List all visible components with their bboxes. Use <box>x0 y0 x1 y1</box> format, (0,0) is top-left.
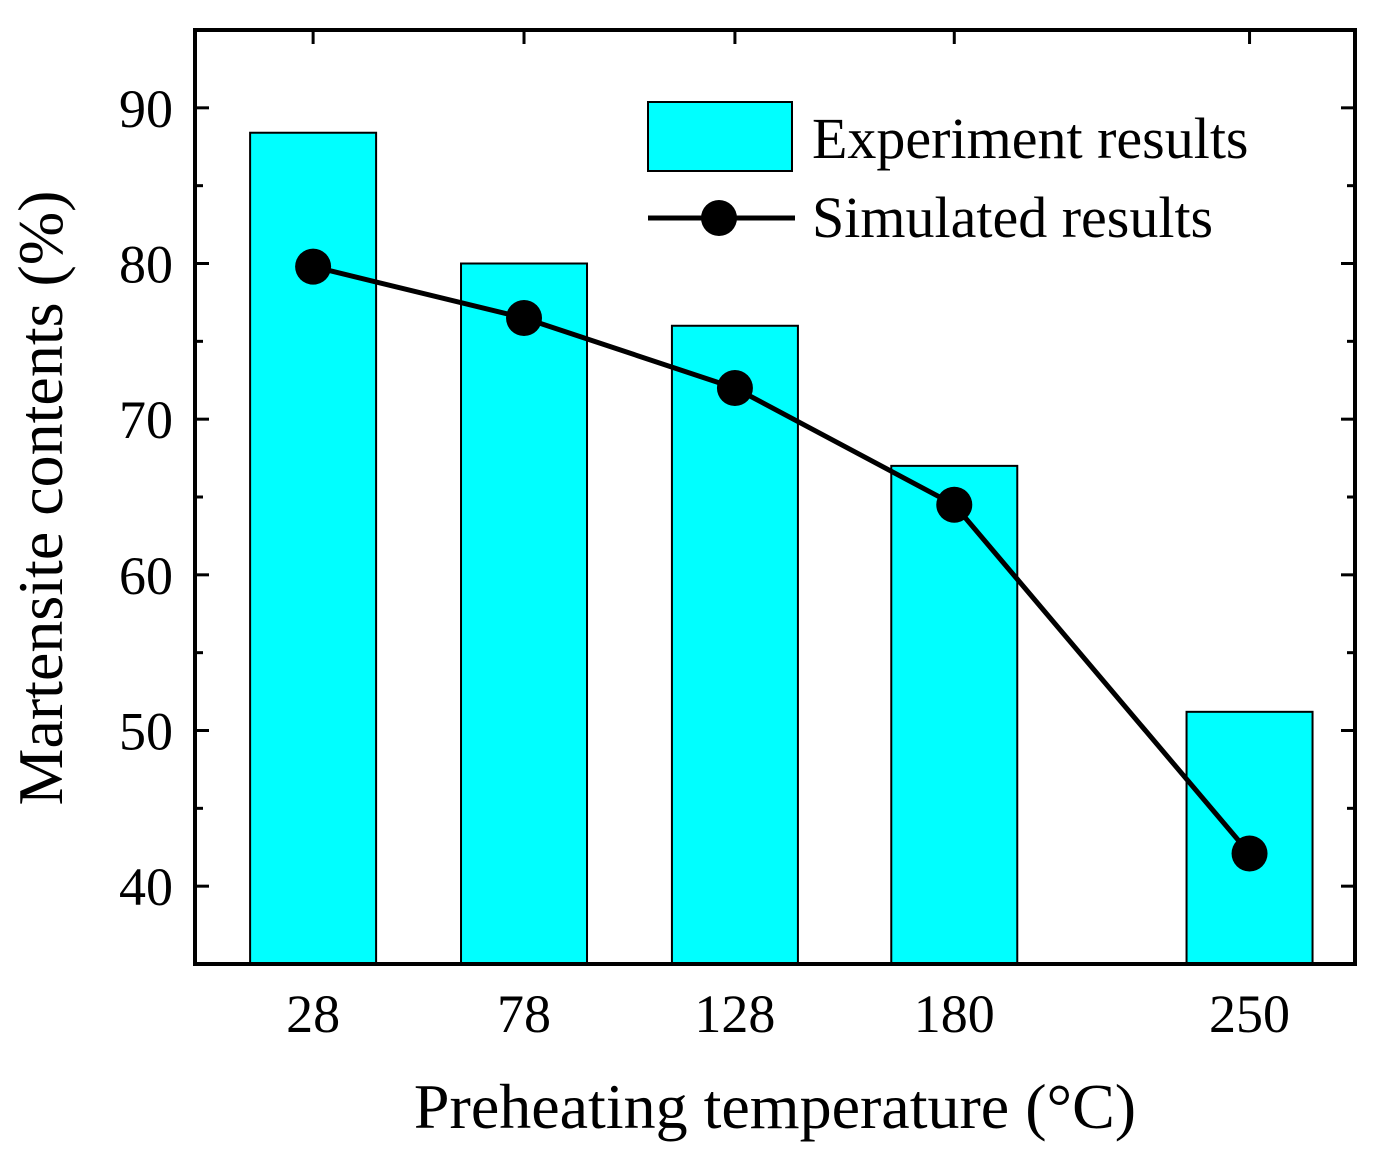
bar-layer <box>249 131 1314 966</box>
point-simulated-180 <box>936 486 973 523</box>
line-layer <box>295 248 1268 872</box>
legend-line-marker <box>701 200 737 236</box>
point-simulated-128 <box>716 370 753 407</box>
x-tick-label-78: 78 <box>497 984 551 1044</box>
x-tick-label-180: 180 <box>914 984 995 1044</box>
x-axis-title: Preheating temperature (°C) <box>414 1071 1136 1142</box>
y-tick-label-90: 90 <box>119 79 173 139</box>
point-simulated-28 <box>295 248 332 285</box>
x-tick-label-128: 128 <box>694 984 775 1044</box>
legend: Experiment results Simulated results <box>647 101 1249 250</box>
x-tick-label-250: 250 <box>1209 984 1290 1044</box>
x-tick-label-28: 28 <box>286 984 340 1044</box>
legend-label-simulated: Simulated results <box>812 185 1213 250</box>
y-axis-title: Martensite contents (%) <box>5 191 76 806</box>
bar-experiment-180 <box>890 464 1019 965</box>
y-tick-label-70: 70 <box>119 390 173 450</box>
y-tick-label-80: 80 <box>119 235 173 295</box>
point-simulated-250 <box>1231 835 1268 872</box>
legend-label-experiment: Experiment results <box>812 106 1249 171</box>
y-tick-label-60: 60 <box>119 546 173 606</box>
bar-experiment-78 <box>460 262 589 965</box>
legend-bar-swatch <box>647 101 793 172</box>
point-simulated-78 <box>506 299 543 336</box>
bar-experiment-128 <box>670 324 799 965</box>
y-tick-label-40: 40 <box>119 857 173 917</box>
y-tick-label-50: 50 <box>119 702 173 762</box>
tick-layer: 40 50 60 70 80 90 28 78 128 180 250 <box>119 28 1355 1044</box>
